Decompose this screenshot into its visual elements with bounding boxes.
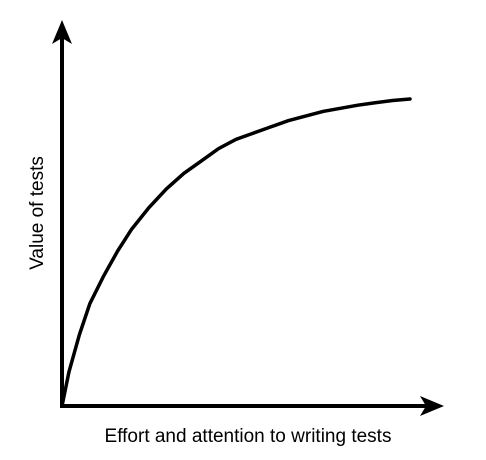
series-line [60,97,412,408]
y-axis-arrowhead [52,20,72,44]
x-axis-label: Effort and attention to writing tests [105,426,392,447]
x-axis-arrowhead [420,396,444,416]
y-axis-label: Value of tests [27,156,48,270]
